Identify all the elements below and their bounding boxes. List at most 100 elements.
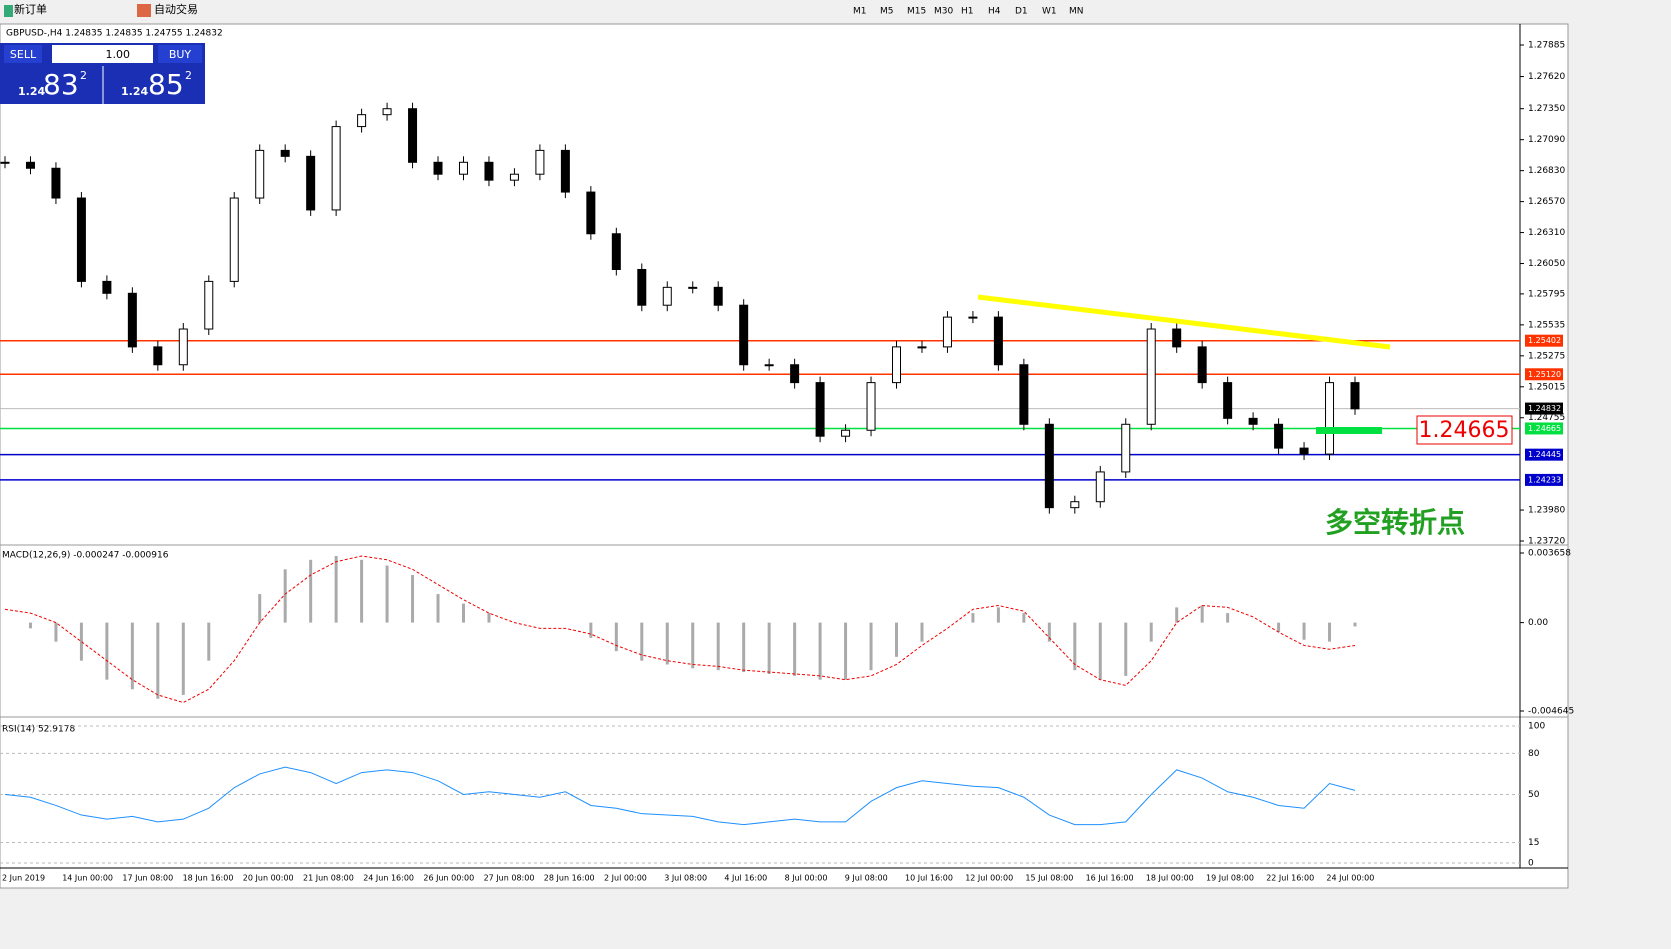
level-label: 1.24233: [1528, 475, 1561, 484]
sell-frac: 2: [80, 69, 87, 82]
candle: [484, 161, 494, 181]
auto-trade[interactable]: 自动交易: [154, 2, 198, 16]
y-tick-label: 1.24755: [1528, 413, 1565, 423]
buy-label[interactable]: BUY: [169, 48, 192, 61]
timeframe[interactable]: M1: [853, 7, 867, 17]
candle: [713, 286, 723, 306]
timeframe[interactable]: H1: [961, 7, 974, 17]
candle: [688, 286, 698, 289]
sell-big: 1.24: [18, 85, 45, 98]
candle: [331, 126, 341, 211]
x-tick-label: 18 Jul 00:00: [1146, 874, 1194, 883]
y-tick-label: 0: [1528, 859, 1534, 869]
level-tag: [1525, 402, 1563, 415]
rsi-line: [4, 766, 1356, 826]
candle: [815, 382, 825, 437]
buy-pips: 85: [148, 68, 184, 101]
sell-pips: 83: [43, 68, 79, 101]
callout: 1.24665: [1419, 418, 1510, 443]
timeframe[interactable]: M15: [907, 7, 926, 17]
candle: [1044, 423, 1054, 509]
candle: [917, 346, 927, 349]
candle: [76, 197, 86, 282]
candle: [1350, 382, 1360, 410]
level-label: 1.25402: [1528, 336, 1561, 345]
macd-title: MACD(12,26,9) -0.000247 -0.000916: [2, 551, 169, 561]
candle: [102, 280, 112, 294]
marker: [1316, 427, 1382, 434]
sell-label[interactable]: SELL: [10, 48, 37, 61]
candle: [1274, 423, 1284, 449]
candle: [993, 316, 1003, 366]
candle: [1197, 346, 1207, 384]
candle: [382, 108, 392, 116]
timeframe[interactable]: H4: [988, 7, 1001, 17]
candle: [204, 280, 214, 330]
candle: [1121, 423, 1131, 473]
y-tick-label: 1.26050: [1528, 259, 1565, 269]
y-tick-label: 50: [1528, 790, 1540, 800]
candle: [1299, 447, 1309, 455]
icon: [137, 4, 151, 17]
candle: [841, 429, 851, 437]
candle: [637, 268, 647, 306]
y-tick-label: 1.26830: [1528, 166, 1565, 176]
x-tick-label: 26 Jun 00:00: [423, 874, 474, 883]
x-tick-label: 21 Jun 08:00: [303, 874, 354, 883]
x-tick-label: 28 Jun 16:00: [544, 874, 595, 883]
level-tag: [1525, 422, 1563, 435]
candle: [1172, 328, 1182, 348]
x-tick-label: 8 Jul 00:00: [785, 874, 828, 883]
candle: [535, 149, 545, 175]
timeframe[interactable]: D1: [1015, 7, 1028, 17]
timeframe[interactable]: W1: [1042, 7, 1057, 17]
candle: [586, 191, 596, 235]
candle: [25, 161, 35, 169]
candle: [1019, 364, 1029, 425]
x-tick-label: 27 Jun 08:00: [484, 874, 535, 883]
price-title: GBPUSD-,H4 1.24835 1.24835 1.24755 1.248…: [6, 29, 223, 39]
y-tick-label: -0.004645: [1528, 707, 1574, 717]
y-tick-label: 1.25795: [1528, 289, 1565, 299]
x-tick-label: 17 Jun 08:00: [122, 874, 173, 883]
y-tick-label: 0.00: [1528, 618, 1548, 628]
level-tag: [1525, 334, 1563, 347]
x-tick-label: 10 Jul 16:00: [905, 874, 953, 883]
y-tick-label: 1.27885: [1528, 41, 1565, 51]
timeframe[interactable]: M30: [934, 7, 953, 17]
timeframe[interactable]: MN: [1069, 7, 1084, 17]
candle: [127, 292, 137, 348]
buy-button[interactable]: [158, 45, 202, 63]
buy-big: 1.24: [121, 85, 148, 98]
y-tick-label: 1.27090: [1528, 135, 1565, 145]
x-tick-label: 20 Jun 00:00: [243, 874, 294, 883]
x-tick-label: 24 Jul 00:00: [1326, 874, 1374, 883]
lots[interactable]: 1.00: [106, 48, 131, 61]
x-tick-label: 2 Jul 00:00: [604, 874, 647, 883]
timeframe[interactable]: M5: [880, 7, 894, 17]
candle: [408, 108, 418, 163]
candle: [306, 155, 316, 211]
candle: [433, 161, 443, 175]
sell-button[interactable]: [4, 45, 42, 63]
candle: [790, 364, 800, 384]
level-label: 1.24665: [1528, 424, 1561, 433]
y-tick-label: 1.25015: [1528, 382, 1565, 392]
candle: [739, 304, 749, 366]
level-tag: [1525, 448, 1563, 461]
candle: [1095, 471, 1105, 503]
chart-window: [0, 23, 1569, 889]
annotation: 多空转折点: [1325, 506, 1465, 539]
candle: [866, 382, 876, 431]
y-tick-label: 1.26310: [1528, 228, 1565, 238]
new-order[interactable]: 新订单: [14, 2, 47, 16]
y-tick-label: 1.25535: [1528, 320, 1565, 330]
y-tick-label: 0.003658: [1528, 549, 1571, 559]
icon: [4, 5, 13, 17]
y-tick-label: 1.27620: [1528, 72, 1565, 82]
candle: [968, 316, 978, 319]
candle: [560, 149, 570, 193]
x-tick-label: 12 Jul 00:00: [965, 874, 1013, 883]
